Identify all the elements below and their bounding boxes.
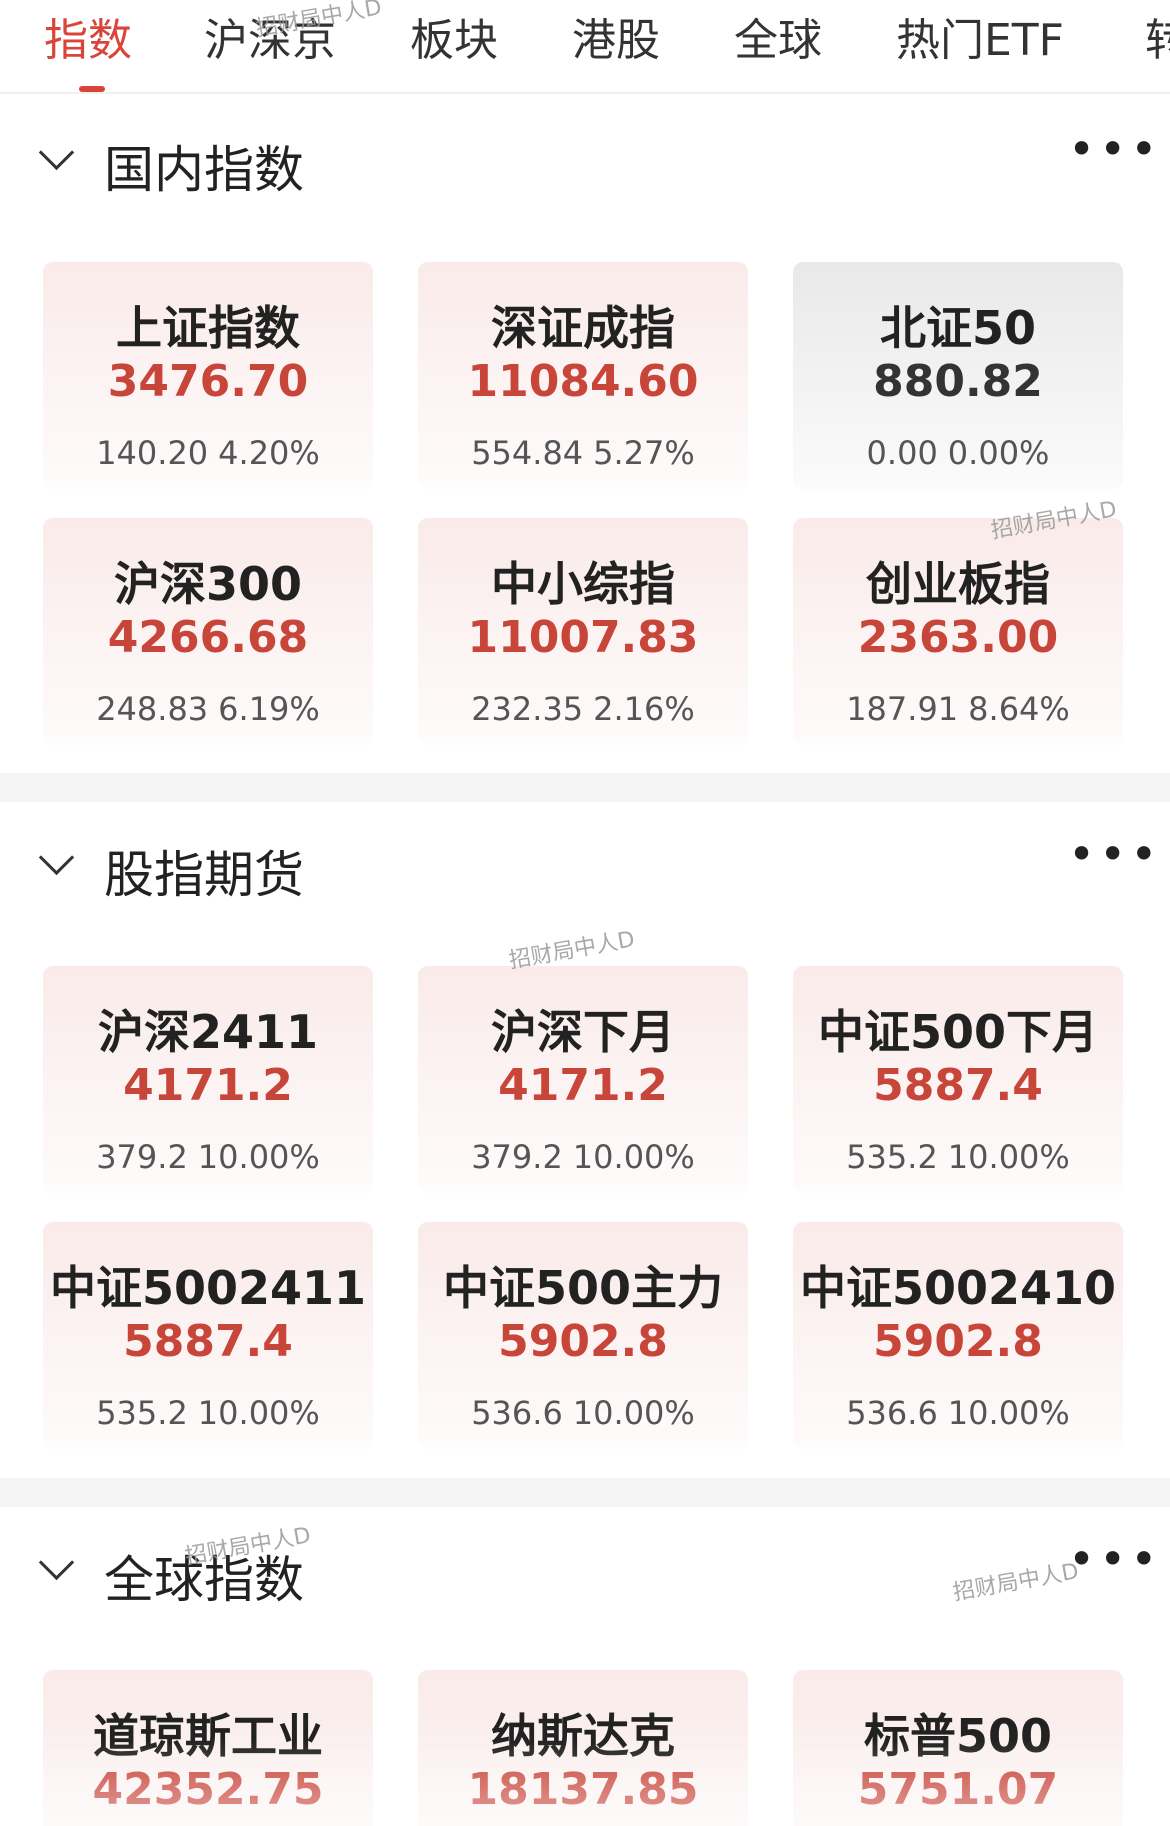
change-amount: 0.00 — [866, 434, 938, 472]
tab[interactable]: 沪深京 — [204, 15, 336, 66]
change-percent: 6.19% — [218, 690, 320, 728]
change-percent: 10.00% — [947, 1394, 1070, 1432]
index-card[interactable]: 沪深2411 4171.2 379.2 10.00% — [43, 966, 373, 1193]
index-value: 880.82 — [873, 356, 1043, 407]
section-title: 国内指数 — [104, 141, 304, 199]
tab-divider — [0, 92, 1170, 94]
change-percent: 5.27% — [593, 434, 695, 472]
change-amount: 536.6 — [471, 1394, 563, 1432]
index-value: 2363.00 — [857, 612, 1059, 663]
change-percent: 4.20% — [218, 434, 320, 472]
change-percent: 2.16% — [593, 690, 695, 728]
index-value: 4266.68 — [107, 612, 309, 663]
index-name: 中小综指 — [491, 557, 675, 611]
index-value: 3476.70 — [107, 356, 309, 407]
index-card[interactable]: 沪深下月 4171.2 379.2 10.00% — [418, 966, 748, 1193]
index-name: 中证5002411 — [49, 1261, 367, 1315]
index-value: 5902.8 — [498, 1316, 668, 1367]
index-change: 187.91 8.64% — [793, 690, 1123, 728]
index-name: 中证500主力 — [442, 1261, 724, 1315]
section-separator — [0, 773, 1170, 802]
index-card[interactable]: 中证5002410 5902.8 536.6 10.00% — [793, 1222, 1123, 1449]
index-change: 379.2 10.00% — [418, 1138, 748, 1176]
section-title: 全球指数 — [104, 1551, 304, 1609]
index-value: 11007.83 — [467, 612, 699, 663]
index-name: 沪深300 — [113, 557, 303, 611]
change-amount: 379.2 — [96, 1138, 188, 1176]
change-amount: 379.2 — [471, 1138, 563, 1176]
index-name: 沪深下月 — [491, 1005, 675, 1059]
more-button[interactable]: ••• — [1068, 1532, 1162, 1586]
index-card[interactable]: 中小综指 11007.83 232.35 2.16% — [418, 518, 748, 745]
index-name: 沪深2411 — [97, 1005, 319, 1059]
change-percent: 8.64% — [968, 690, 1070, 728]
change-percent: 10.00% — [197, 1394, 320, 1432]
change-amount: 535.2 — [96, 1394, 188, 1432]
index-change: 536.6 10.00% — [793, 1394, 1123, 1432]
change-percent: 10.00% — [572, 1138, 695, 1176]
index-change: 232.35 2.16% — [418, 690, 748, 728]
change-amount: 187.91 — [846, 690, 959, 728]
index-value: 5887.4 — [123, 1316, 293, 1367]
index-change: 0.00 0.00% — [793, 434, 1123, 472]
index-change: 535.2 10.00% — [793, 1138, 1123, 1176]
change-amount: 232.35 — [471, 690, 584, 728]
index-name: 上证指数 — [116, 301, 300, 355]
index-card[interactable]: 中证500下月 5887.4 535.2 10.00% — [793, 966, 1123, 1193]
index-name: 深证成指 — [491, 301, 675, 355]
tab[interactable]: 港股 — [572, 15, 660, 66]
change-amount: 248.83 — [96, 690, 209, 728]
more-button[interactable]: ••• — [1068, 827, 1162, 881]
change-amount: 535.2 — [846, 1138, 938, 1176]
change-percent: 10.00% — [197, 1138, 320, 1176]
collapse-icon[interactable] — [38, 134, 75, 171]
watermark: 招财局中人D — [951, 1559, 1081, 1606]
tab[interactable]: 指数 — [44, 15, 132, 66]
bottom-fade — [0, 1740, 1170, 1826]
collapse-icon[interactable] — [38, 1544, 75, 1581]
change-amount: 554.84 — [471, 434, 584, 472]
index-card[interactable]: 中证5002411 5887.4 535.2 10.00% — [43, 1222, 373, 1449]
index-value: 5887.4 — [873, 1060, 1043, 1111]
index-name: 中证500下月 — [817, 1005, 1099, 1059]
tab[interactable]: 转 — [1145, 15, 1170, 66]
index-card[interactable]: 沪深300 4266.68 248.83 6.19% — [43, 518, 373, 745]
index-card[interactable]: 北证50 880.82 0.00 0.00% — [793, 262, 1123, 489]
index-value: 4171.2 — [498, 1060, 668, 1111]
index-change: 248.83 6.19% — [43, 690, 373, 728]
index-change: 536.6 10.00% — [418, 1394, 748, 1432]
tab-indicator — [79, 86, 105, 92]
index-card[interactable]: 创业板指 2363.00 187.91 8.64% — [793, 518, 1123, 745]
tab[interactable]: 板块 — [410, 15, 498, 66]
index-change: 140.20 4.20% — [43, 434, 373, 472]
index-name: 中证5002410 — [799, 1261, 1117, 1315]
index-change: 379.2 10.00% — [43, 1138, 373, 1176]
index-value: 5902.8 — [873, 1316, 1043, 1367]
section-separator — [0, 1478, 1170, 1507]
change-amount: 140.20 — [96, 434, 209, 472]
tab[interactable]: 热门ETF — [896, 15, 1064, 66]
more-button[interactable]: ••• — [1068, 122, 1162, 176]
change-percent: 0.00% — [947, 434, 1050, 472]
tab[interactable]: 全球 — [734, 15, 822, 66]
index-card[interactable]: 中证500主力 5902.8 536.6 10.00% — [418, 1222, 748, 1449]
index-value: 11084.60 — [467, 356, 699, 407]
index-change: 535.2 10.00% — [43, 1394, 373, 1432]
index-name: 创业板指 — [866, 557, 1050, 611]
change-percent: 10.00% — [572, 1394, 695, 1432]
section-title: 股指期货 — [104, 846, 304, 904]
index-change: 554.84 5.27% — [418, 434, 748, 472]
index-value: 4171.2 — [123, 1060, 293, 1111]
change-percent: 10.00% — [947, 1138, 1070, 1176]
collapse-icon[interactable] — [38, 839, 75, 876]
index-card[interactable]: 上证指数 3476.70 140.20 4.20% — [43, 262, 373, 489]
change-amount: 536.6 — [846, 1394, 938, 1432]
index-card[interactable]: 深证成指 11084.60 554.84 5.27% — [418, 262, 748, 489]
index-name: 北证50 — [879, 301, 1036, 355]
